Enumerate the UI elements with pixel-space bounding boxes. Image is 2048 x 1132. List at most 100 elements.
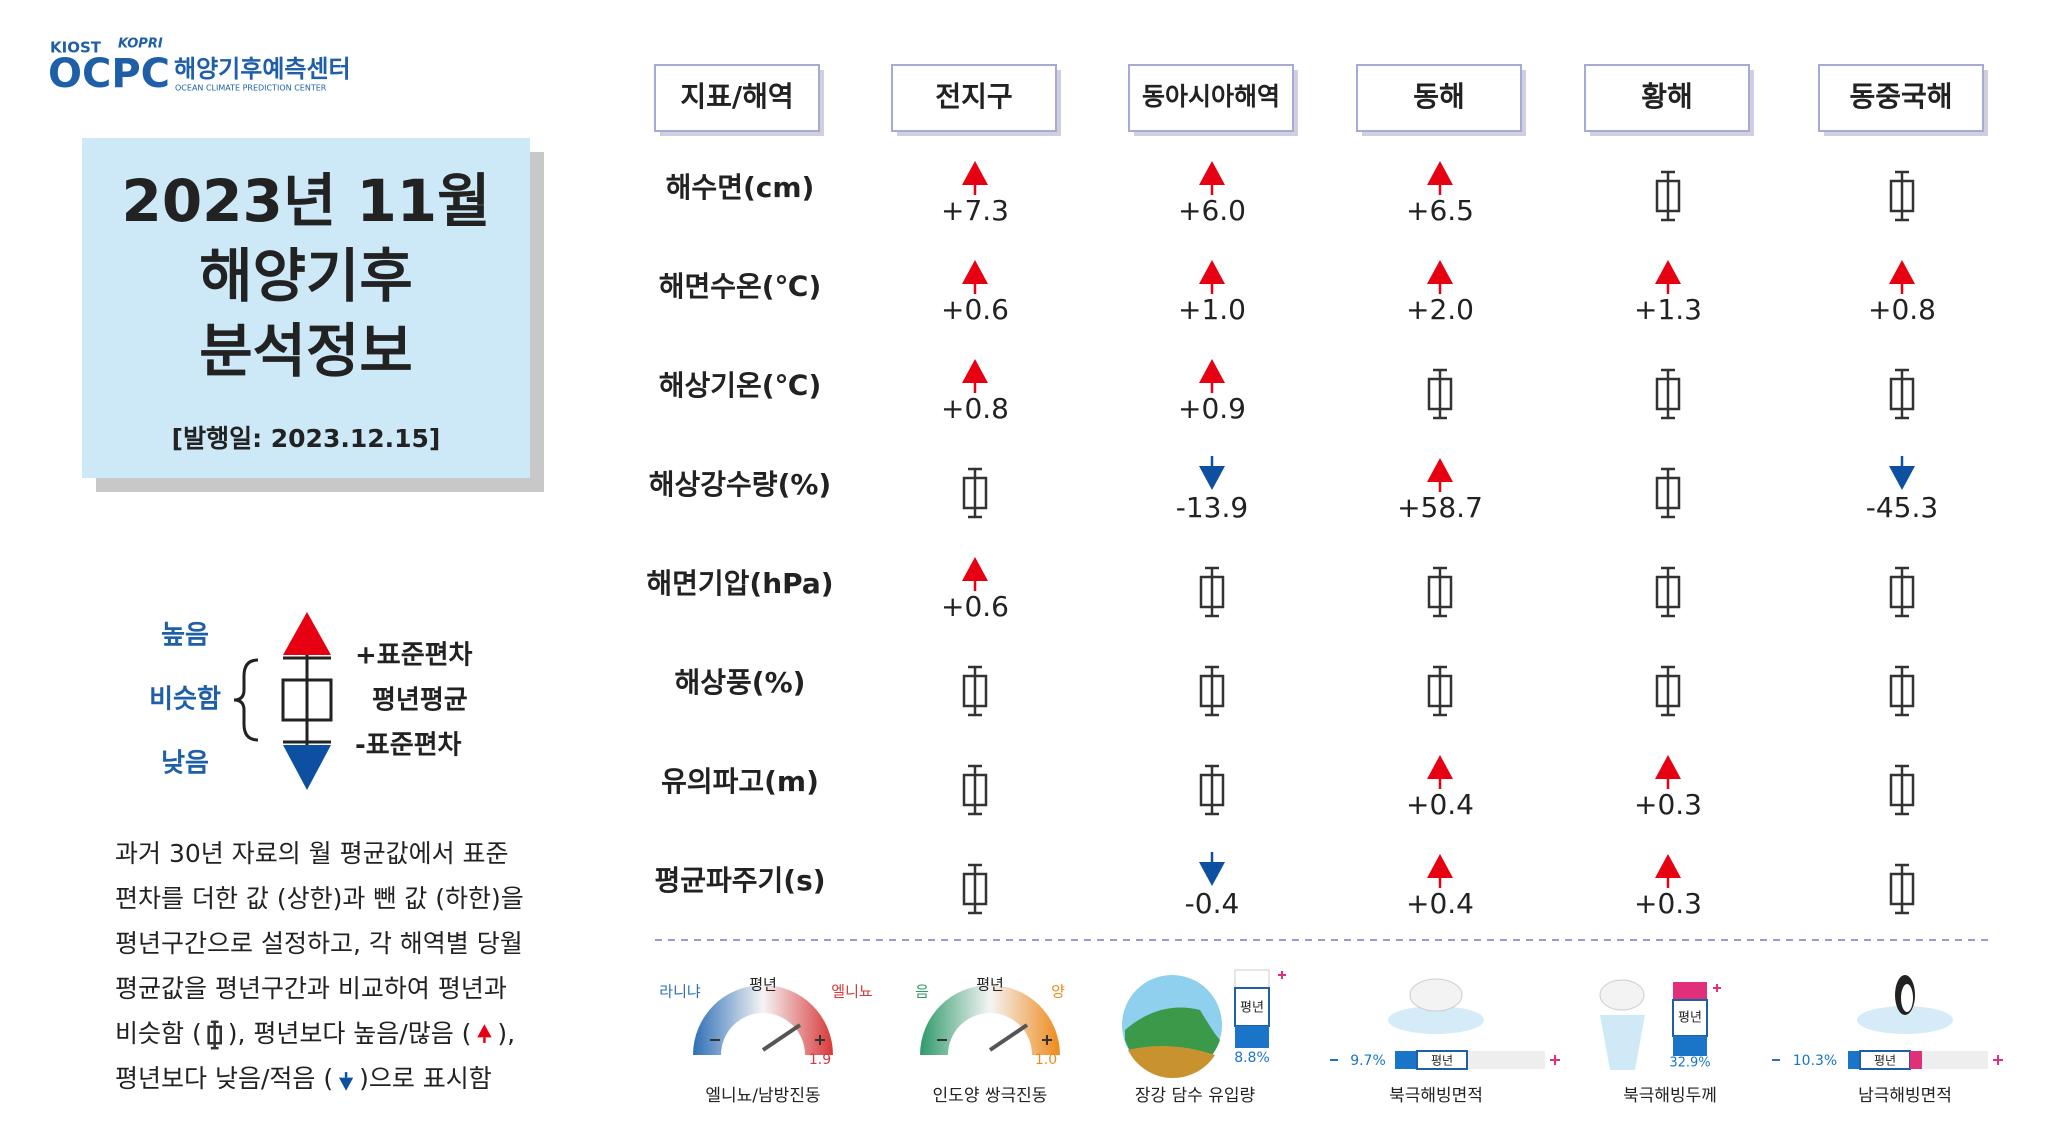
normal-box <box>962 476 988 510</box>
normal-box <box>1199 674 1225 708</box>
up-arrow <box>1427 755 1453 779</box>
description-line: 비슷함 (), 평년보다 높음/많음 (), <box>115 1019 515 1048</box>
up-arrow <box>1199 260 1225 284</box>
gauge-plus <box>815 1035 825 1045</box>
up-arrow <box>962 557 988 581</box>
bar-plus <box>1278 971 1286 979</box>
cell-value: +2.0 <box>1406 293 1474 326</box>
row-label: 해상풍(%) <box>675 666 806 699</box>
up-arrow <box>1655 755 1681 779</box>
title-box <box>82 138 530 478</box>
normal-box <box>962 773 988 807</box>
legend-down <box>283 745 331 790</box>
cell-value: -13.9 <box>1176 491 1248 524</box>
brace <box>233 658 259 742</box>
enso-value: 1.9 <box>809 1052 831 1068</box>
ice-floe <box>1857 1006 1953 1034</box>
up-arrow <box>1427 458 1453 482</box>
normal-box <box>962 872 988 906</box>
title-line: 분석정보 <box>199 317 412 385</box>
header-label: 황해 <box>1641 80 1693 113</box>
indices: 라니냐 평년 엘니뇨 1.9 엘니뇨/남방진동 음 평년 양 1.0 인도양 쌍… <box>659 969 2003 1106</box>
yangtze-value: 8.8% <box>1234 1050 1270 1066</box>
description: 과거 30년 자료의 월 평균값에서 표준 편차를 더한 값 (상한)과 뺀 값… <box>115 839 524 1093</box>
legend-up <box>283 612 331 655</box>
row-label: 해수면(cm) <box>666 171 815 204</box>
cell-value: +6.0 <box>1178 194 1246 227</box>
arctic-thickness-mid: 평년 <box>1678 1011 1702 1026</box>
normal-box <box>1427 674 1453 708</box>
bar-fill <box>1673 1036 1707 1056</box>
down-arrow <box>1199 862 1225 886</box>
cell-value: +0.3 <box>1634 788 1702 821</box>
arctic-area-value: 9.7% <box>1350 1053 1386 1069</box>
bar-plus <box>1550 1055 1560 1065</box>
up-arrow <box>1199 359 1225 383</box>
logo-name: 해양기후예측센터 <box>174 55 351 83</box>
polar-bear <box>1409 978 1463 1012</box>
row-label: 해면수온(℃) <box>659 270 822 303</box>
bar-top <box>1234 969 1270 989</box>
cell-value: +0.4 <box>1406 788 1474 821</box>
bar-fill <box>1395 1051 1417 1069</box>
header-label: 동중국해 <box>1849 80 1952 113</box>
row-label: 평균파주기(s) <box>654 864 825 897</box>
iod-left: 음 <box>915 983 929 1001</box>
iod-gauge <box>920 985 1060 1055</box>
cell-value: -45.3 <box>1866 491 1938 524</box>
index-name: 남극해빙면적 <box>1858 1086 1952 1106</box>
header-cell <box>1356 64 1522 132</box>
index-name: 북극해빙면적 <box>1389 1086 1483 1106</box>
gauge-needle <box>988 1023 1029 1052</box>
normal-box <box>1889 872 1915 906</box>
up-arrow <box>962 161 988 185</box>
legend-plus-sd: +표준편차 <box>355 641 473 671</box>
iod-right: 양 <box>1051 983 1065 1001</box>
cell-value: +0.6 <box>941 590 1009 623</box>
description-line: 편차를 더한 값 (상한)과 뺀 값 (하한)을 <box>115 884 524 913</box>
description-line: 평년보다 낮음/적음 ()으로 표시함 <box>115 1064 492 1093</box>
enso-left: 라니냐 <box>659 983 701 1001</box>
cell-value: +0.6 <box>941 293 1009 326</box>
row-label: 해면기압(hPa) <box>646 567 833 600</box>
bar-plus <box>1713 984 1721 992</box>
header-cell <box>654 64 820 132</box>
header-label: 동아시아해역 <box>1142 82 1280 111</box>
enso-right: 엘니뇨 <box>831 983 873 1001</box>
normal-box <box>1889 773 1915 807</box>
down-arrow <box>1889 466 1915 490</box>
index-name: 북극해빙두께 <box>1623 1086 1717 1106</box>
bar-normal <box>1416 1050 1468 1070</box>
description-line: 과거 30년 자료의 월 평균값에서 표준 <box>115 839 509 868</box>
up-arrow <box>962 359 988 383</box>
index-name: 엘니뇨/남방진동 <box>705 1086 820 1106</box>
description-part: 비슷함 ( <box>115 1019 202 1048</box>
header-cell <box>891 64 1057 132</box>
cell-value: +0.4 <box>1406 887 1474 920</box>
cell-value: +7.3 <box>941 194 1009 227</box>
header-label: 지표/해역 <box>680 80 793 113</box>
bar-plus <box>1993 1055 2003 1065</box>
iod-value: 1.0 <box>1035 1052 1057 1068</box>
legend-minus-sd: -표준편차 <box>355 731 462 761</box>
normal-box <box>962 674 988 708</box>
bar-top <box>1673 982 1707 1000</box>
normal-box <box>1427 575 1453 609</box>
up-arrow <box>962 260 988 284</box>
cell-value: +0.3 <box>1634 887 1702 920</box>
iceberg <box>1600 1015 1645 1070</box>
up-arrow <box>1427 260 1453 284</box>
normal-box <box>1655 476 1681 510</box>
arctic-area-mid: 평년 <box>1431 1054 1453 1068</box>
antarctic-mid: 평년 <box>1874 1054 1896 1068</box>
map-soil <box>1128 1046 1215 1079</box>
normal-box <box>1655 377 1681 411</box>
normal-box <box>1889 179 1915 213</box>
legend-low: 낮음 <box>161 749 209 779</box>
cell-value: +58.7 <box>1397 491 1483 524</box>
legend-high: 높음 <box>161 621 209 651</box>
index-name: 인도양 쌍극진동 <box>933 1086 1048 1106</box>
description-part: 평년보다 낮음/적음 ( <box>115 1064 333 1093</box>
title-line: 2023년 11월 <box>121 167 490 235</box>
